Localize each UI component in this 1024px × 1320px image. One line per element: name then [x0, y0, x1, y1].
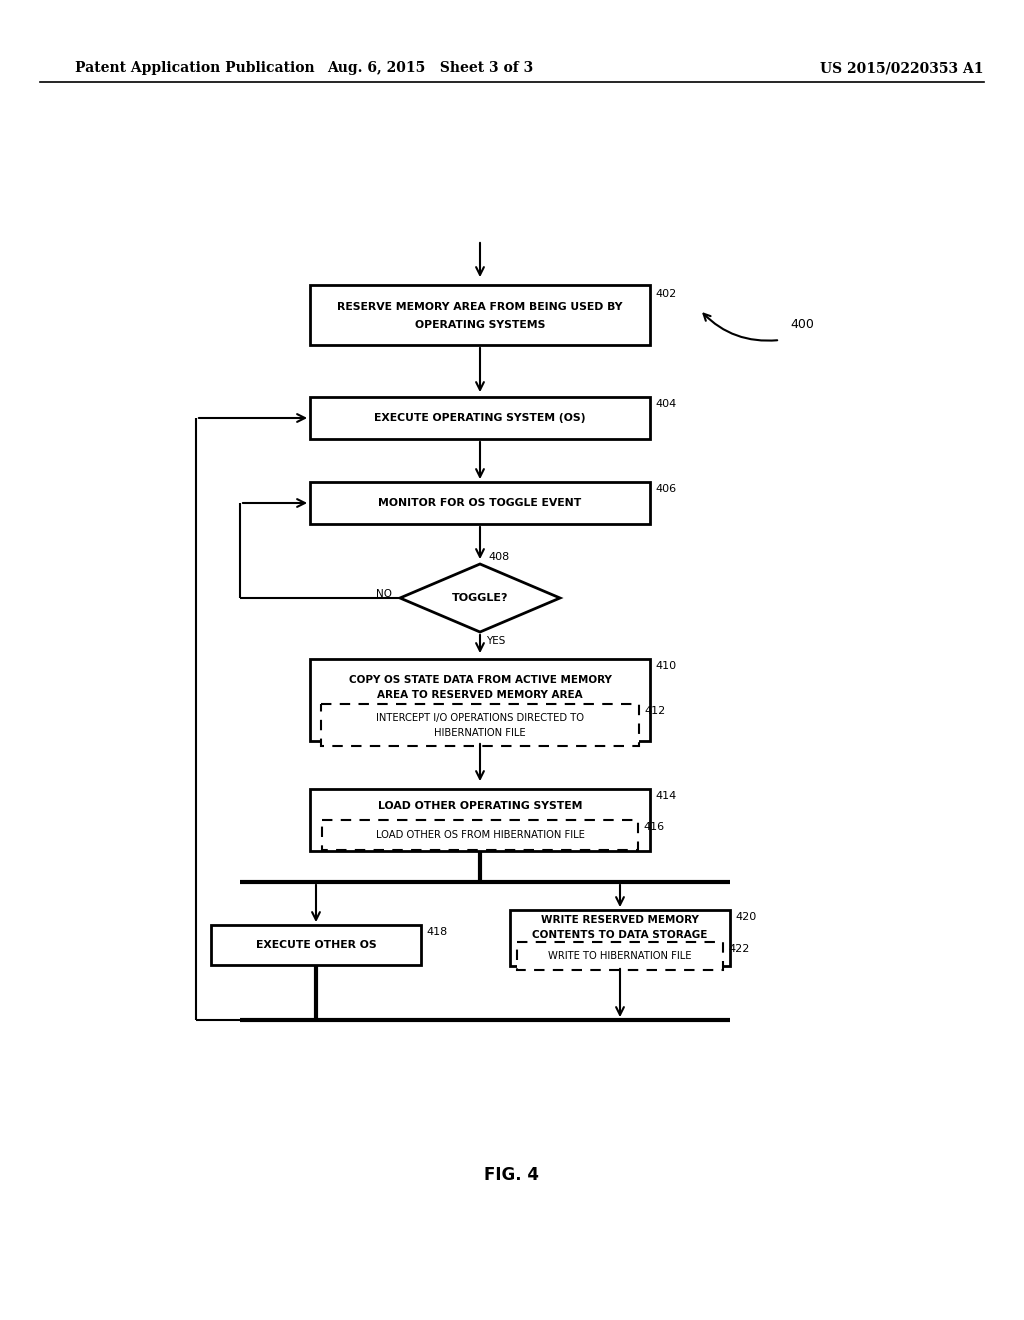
Bar	[211, 925, 421, 965]
Text: 404: 404	[655, 399, 676, 409]
Text: NO: NO	[376, 589, 392, 599]
Text: HIBERNATION FILE: HIBERNATION FILE	[434, 729, 525, 738]
Text: WRITE TO HIBERNATION FILE: WRITE TO HIBERNATION FILE	[548, 950, 692, 961]
Bar	[322, 820, 638, 850]
Bar	[517, 942, 723, 970]
Text: EXECUTE OPERATING SYSTEM (OS): EXECUTE OPERATING SYSTEM (OS)	[374, 413, 586, 422]
Bar	[310, 482, 650, 524]
Text: LOAD OTHER OPERATING SYSTEM: LOAD OTHER OPERATING SYSTEM	[378, 801, 583, 810]
Text: 410: 410	[655, 661, 676, 671]
Text: WRITE RESERVED MEMORY: WRITE RESERVED MEMORY	[541, 915, 699, 925]
Text: Patent Application Publication: Patent Application Publication	[75, 61, 314, 75]
Text: 418: 418	[426, 927, 447, 937]
Bar	[310, 397, 650, 440]
Bar	[510, 909, 730, 966]
Text: 416: 416	[643, 822, 665, 832]
Text: US 2015/0220353 A1: US 2015/0220353 A1	[820, 61, 983, 75]
Text: OPERATING SYSTEMS: OPERATING SYSTEMS	[415, 319, 545, 330]
Text: 414: 414	[655, 791, 676, 801]
Text: 420: 420	[735, 912, 757, 921]
Text: 408: 408	[488, 552, 509, 562]
Text: 412: 412	[644, 706, 666, 715]
Text: 422: 422	[728, 944, 750, 954]
FancyArrowPatch shape	[703, 314, 777, 341]
Text: INTERCEPT I/O OPERATIONS DIRECTED TO: INTERCEPT I/O OPERATIONS DIRECTED TO	[376, 713, 584, 723]
Polygon shape	[400, 564, 560, 632]
Text: 400: 400	[790, 318, 814, 331]
Bar	[310, 285, 650, 345]
Bar	[310, 659, 650, 741]
Text: EXECUTE OTHER OS: EXECUTE OTHER OS	[256, 940, 376, 950]
Text: Aug. 6, 2015   Sheet 3 of 3: Aug. 6, 2015 Sheet 3 of 3	[327, 61, 534, 75]
Text: CONTENTS TO DATA STORAGE: CONTENTS TO DATA STORAGE	[532, 931, 708, 940]
Text: COPY OS STATE DATA FROM ACTIVE MEMORY: COPY OS STATE DATA FROM ACTIVE MEMORY	[348, 675, 611, 685]
Text: RESERVE MEMORY AREA FROM BEING USED BY: RESERVE MEMORY AREA FROM BEING USED BY	[337, 302, 623, 312]
Bar	[310, 789, 650, 851]
Text: LOAD OTHER OS FROM HIBERNATION FILE: LOAD OTHER OS FROM HIBERNATION FILE	[376, 830, 585, 840]
Text: MONITOR FOR OS TOGGLE EVENT: MONITOR FOR OS TOGGLE EVENT	[379, 498, 582, 508]
Text: FIG. 4: FIG. 4	[484, 1166, 540, 1184]
Text: 406: 406	[655, 484, 676, 494]
Bar	[321, 704, 639, 746]
Text: 402: 402	[655, 289, 676, 300]
Text: YES: YES	[486, 636, 506, 645]
Text: AREA TO RESERVED MEMORY AREA: AREA TO RESERVED MEMORY AREA	[377, 690, 583, 700]
Text: TOGGLE?: TOGGLE?	[452, 593, 508, 603]
